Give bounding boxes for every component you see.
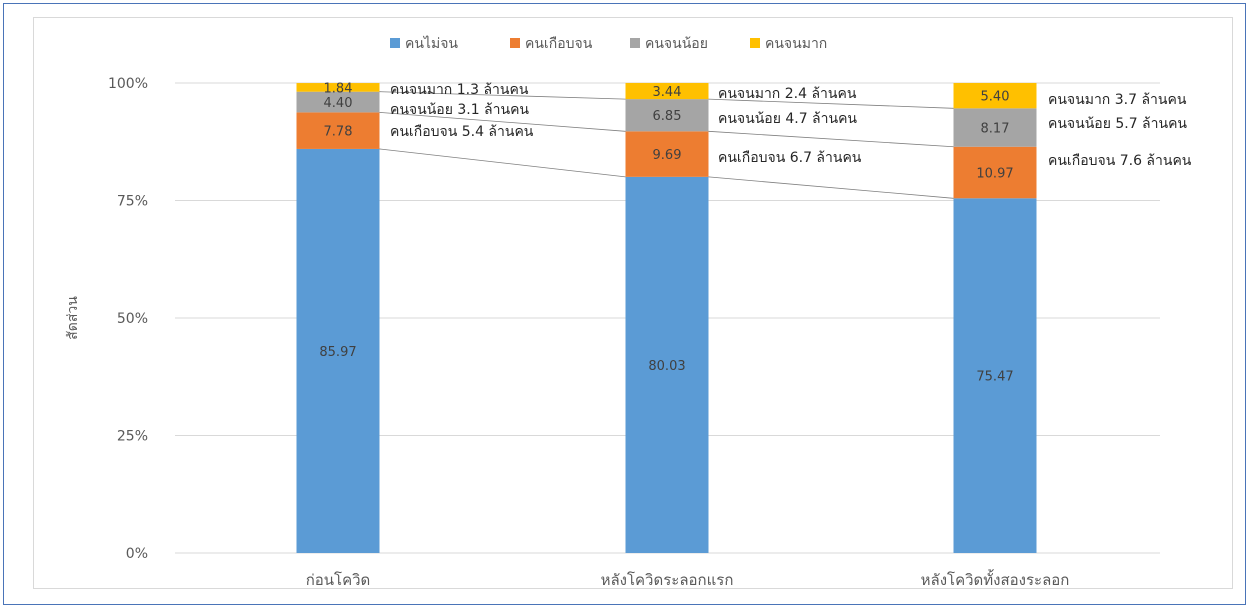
- segment-value-label: 8.17: [981, 122, 1010, 137]
- y-axis-ticks: 0% 25% 50% 75% 100%: [108, 76, 148, 562]
- y-tick-label: 50%: [117, 311, 148, 327]
- x-category-label: หลังโควิดระลอกแรก: [601, 571, 734, 589]
- connector-lines: [379, 91, 954, 199]
- bar-segment: [625, 82, 709, 100]
- annotation-label: คนจนมาก 3.7 ล้านคน: [1048, 92, 1187, 108]
- legend-label: คนจนมาก: [765, 36, 827, 52]
- segment-value-label: 1.84: [324, 81, 353, 96]
- x-axis-categories: ก่อนโควิด หลังโควิดระลอกแรก หลังโควิดทั้งส…: [306, 569, 1070, 589]
- y-tick-label: 25%: [117, 429, 148, 445]
- chart-area-border: [33, 17, 1233, 589]
- bar-segment: [953, 146, 1037, 199]
- segment-labels: 85.97 7.78 4.401.84 80.03 9.69 6.85 3.44 75.47 1…: [319, 81, 1013, 384]
- legend-swatch: [510, 38, 520, 48]
- annotation-label: คนจนมาก 1.3 ล้านคน: [390, 82, 529, 98]
- segment-value-label: 6.85: [653, 109, 682, 124]
- legend-swatch: [750, 38, 760, 48]
- legend-item: คนเกือบจน: [510, 36, 593, 52]
- bar-segment: [625, 99, 709, 132]
- series-connector-line: [708, 176, 954, 199]
- bar-segment: [296, 112, 380, 149]
- annotation-label: คนจนมาก 2.4 ล้านคน: [718, 86, 857, 102]
- y-tick-label: 0%: [126, 546, 148, 562]
- segment-value-label: 3.44: [653, 85, 682, 100]
- segment-value-label: 4.40: [324, 96, 353, 111]
- series-connector-line: [379, 148, 626, 178]
- annotation-label: คนจนน้อย 5.7 ล้านคน: [1048, 116, 1187, 132]
- legend-label: คนเกือบจน: [525, 36, 593, 52]
- legend: คนไม่จน คนเกือบจน คนจนน้อย คนจนมาก: [390, 35, 827, 52]
- y-tick-label: 75%: [117, 194, 148, 210]
- series-connector-line: [379, 111, 626, 132]
- y-tick-label: 100%: [108, 76, 148, 92]
- segment-value-label: 7.78: [324, 125, 353, 140]
- bar-segment: [296, 148, 380, 554]
- legend-item: คนไม่จน: [390, 35, 458, 52]
- legend-item: คนจนมาก: [750, 36, 827, 52]
- legend-label: คนจนน้อย: [645, 36, 708, 52]
- bar-segment: [625, 131, 709, 177]
- x-category-label: ก่อนโควิด: [306, 571, 371, 589]
- segment-value-label: 80.03: [648, 359, 685, 374]
- segment-value-label: 75.47: [976, 370, 1013, 385]
- bar-segment: [625, 176, 709, 553]
- legend-swatch: [390, 38, 400, 48]
- legend-swatch: [630, 38, 640, 48]
- segment-value-label: 85.97: [319, 345, 356, 360]
- segment-value-label: 10.97: [976, 167, 1013, 182]
- series-connector-line: [708, 98, 954, 109]
- bar-segment: [953, 82, 1037, 109]
- annotation-label: คนเกือบจน 7.6 ล้านคน: [1048, 153, 1192, 169]
- annotation-label: คนเกือบจน 6.7 ล้านคน: [718, 150, 862, 166]
- segment-value-label: 9.69: [653, 148, 682, 163]
- series-connector-line: [379, 91, 626, 100]
- legend-item: คนจนน้อย: [630, 36, 708, 52]
- bar-segment: [296, 83, 380, 92]
- legend-label: คนไม่จน: [405, 35, 458, 52]
- bar-segment: [953, 198, 1037, 553]
- bars: [296, 82, 1037, 554]
- annotation-label: คนจนน้อย 3.1 ล้านคน: [390, 102, 529, 118]
- x-category-label: หลังโควิดทั้งสองระลอก: [921, 569, 1070, 589]
- annotation-label: คนจนน้อย 4.7 ล้านคน: [718, 111, 857, 127]
- outer-frame: [3, 3, 1246, 605]
- segment-value-label: 5.40: [981, 90, 1010, 105]
- y-axis-label: สัดส่วน: [65, 296, 81, 340]
- annotation-label: คนเกือบจน 5.4 ล้านคน: [390, 124, 534, 140]
- series-connector-line: [708, 130, 954, 148]
- bar-segment: [953, 108, 1037, 147]
- bar-segment: [296, 91, 380, 113]
